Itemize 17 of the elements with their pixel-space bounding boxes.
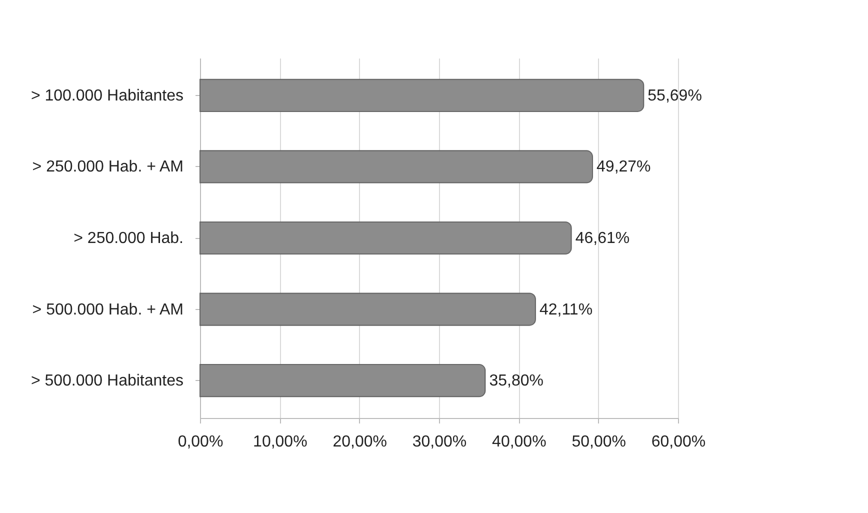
x-tick-label: 50,00% <box>572 434 626 450</box>
data-label: 35,80% <box>489 372 544 390</box>
data-label: 49,27% <box>596 158 651 176</box>
data-label: 46,61% <box>575 230 630 247</box>
y-tick-label: > 500.000 Habitantes <box>30 372 184 390</box>
x-tick-label: 40,00% <box>492 434 546 450</box>
y-tick-label: > 500.000 Hab. + AM <box>32 301 184 318</box>
x-tick-label: 0,00% <box>178 434 224 450</box>
x-tick-label: 20,00% <box>332 434 387 450</box>
y-tick-label: > 250.000 Hab. + AM <box>32 158 184 176</box>
data-label: 55,69% <box>648 87 702 104</box>
y-tick-label: > 250.000 Hab. <box>74 230 184 247</box>
data-label: 42,11% <box>539 301 593 318</box>
x-tick-label: 30,00% <box>412 434 467 450</box>
x-tick-label: 60,00% <box>651 434 706 450</box>
x-tick-label: 10,00% <box>253 434 308 450</box>
y-tick-label: > 100.000 Habitantes <box>30 87 184 104</box>
